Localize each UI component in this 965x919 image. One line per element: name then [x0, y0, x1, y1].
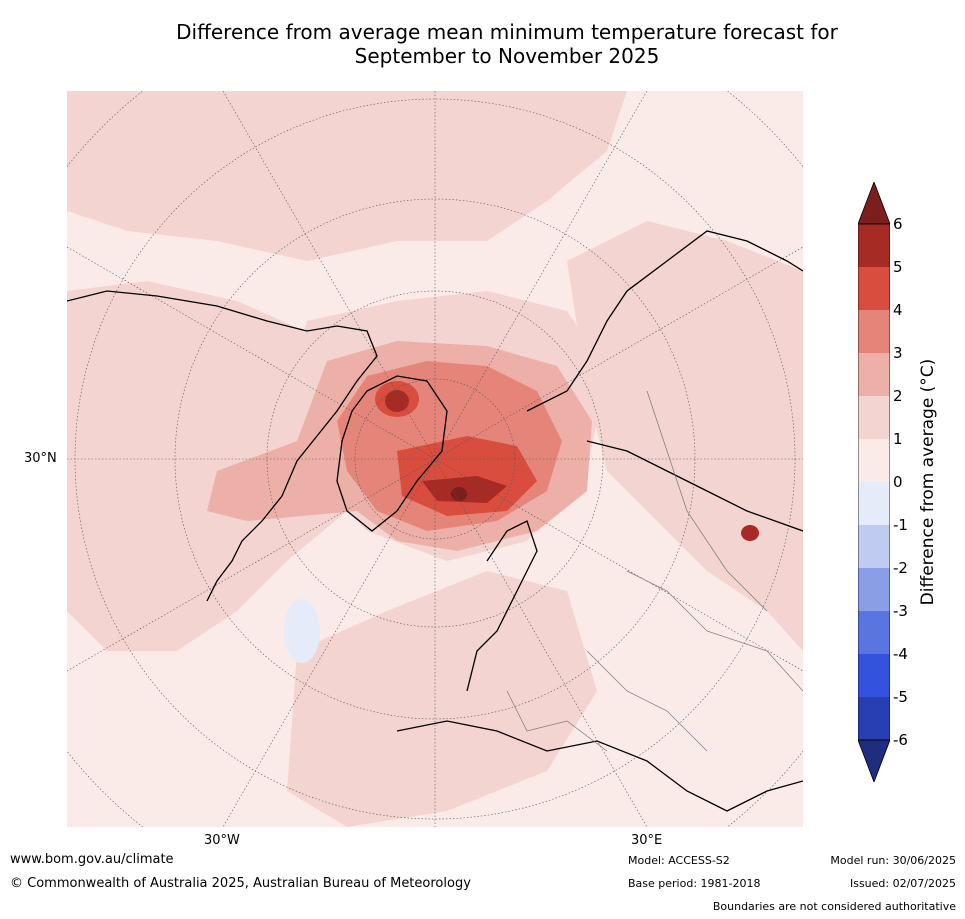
coast-europe-south — [396, 720, 803, 812]
model-text: Model: ACCESS-S2 — [628, 854, 730, 867]
colorbar-m5-m4 — [858, 654, 890, 697]
colorbar-tick: 4 — [893, 301, 903, 319]
title-line-2: September to November 2025 — [354, 44, 660, 68]
coast-scandinavia — [466, 520, 538, 692]
colorbar-extend-bottom — [857, 739, 891, 784]
colorbar-tick: 3 — [893, 344, 903, 362]
colorbar-tick: -1 — [893, 516, 908, 534]
coastlines — [67, 230, 803, 812]
anomaly-band-1-2-north — [67, 91, 627, 261]
anomaly-patch-5-6-greenland — [385, 390, 409, 412]
colorbar-m4-m3 — [858, 611, 890, 654]
colorbar-extend-top — [857, 180, 891, 225]
base-period-text: Base period: 1981-2018 — [628, 877, 761, 890]
lon-label-30e: 30°E — [631, 833, 663, 848]
colorbar-4-5 — [858, 267, 890, 310]
country-borders — [506, 390, 803, 752]
coast-greenland — [336, 375, 448, 532]
colorbar-label: Difference from average (°C) — [918, 358, 938, 606]
colorbar-tick: 5 — [893, 258, 903, 276]
colorbar-tick: 6 — [893, 215, 903, 233]
colorbar-0-1 — [858, 439, 890, 482]
lat-label-30n: 30°N — [24, 451, 57, 466]
anomaly-band-1-2-atlantic — [287, 571, 597, 827]
anomaly-patch-above-6 — [451, 487, 467, 501]
website-link[interactable]: www.bom.gov.au/climate — [10, 852, 174, 867]
colorbar-m1-0 — [858, 482, 890, 525]
title-line-1: Difference from average mean minimum tem… — [176, 20, 838, 44]
colorbar-2-3 — [858, 353, 890, 396]
colorbar-m2-m1 — [858, 525, 890, 568]
colorbar-1-2 — [858, 396, 890, 439]
colorbar-tick: -4 — [893, 645, 908, 663]
colorbar-tick: -5 — [893, 688, 908, 706]
anomaly-patch-above-6-east — [741, 525, 759, 541]
anomaly-band-1-2-eurasia — [567, 221, 803, 651]
issued-text: Issued: 02/07/2025 — [849, 877, 956, 890]
colorbar-tick: 2 — [893, 387, 903, 405]
colorbar-tick: -3 — [893, 602, 908, 620]
colorbar-tick: -2 — [893, 559, 908, 577]
copyright-text: © Commonwealth of Australia 2025, Austra… — [10, 876, 471, 891]
colorbar-5-6 — [858, 224, 890, 267]
lon-label-30w: 30°W — [204, 833, 240, 848]
colorbar-m3-m2 — [858, 568, 890, 611]
coast-siberia — [586, 440, 803, 532]
colorbar-3-4 — [858, 310, 890, 353]
map-title: Difference from average mean minimum tem… — [0, 20, 965, 68]
coast-north-america — [67, 290, 378, 602]
anomaly-band-4-5 — [397, 436, 537, 516]
colorbar-tick: -6 — [893, 731, 908, 749]
anomaly-patch-cool — [284, 599, 320, 663]
disclaimer-text: Boundaries are not considered authoritat… — [712, 900, 956, 913]
model-run-text: Model run: 30/06/2025 — [830, 854, 956, 867]
colorbar — [857, 180, 891, 784]
colorbar-m6-m5 — [858, 697, 890, 740]
coast-eurasia-north — [526, 230, 803, 412]
anomaly-map — [67, 91, 803, 827]
colorbar-tick: 0 — [893, 473, 903, 491]
colorbar-tick: 1 — [893, 430, 903, 448]
